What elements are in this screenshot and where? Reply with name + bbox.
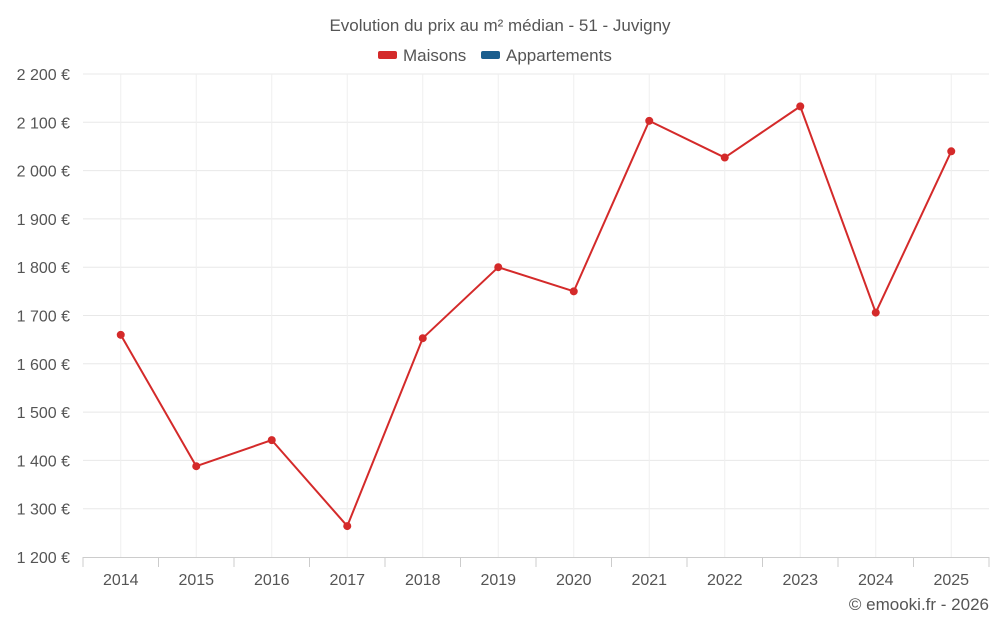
series-line-maisons	[119, 105, 953, 528]
x-tick-label: 2022	[707, 572, 743, 589]
legend-label-maisons: Maisons	[403, 46, 466, 65]
y-tick-label: 2 200 €	[17, 67, 70, 84]
y-tick-label: 1 700 €	[17, 309, 70, 326]
y-tick-label: 1 300 €	[17, 502, 70, 519]
x-tick-label: 2021	[631, 572, 667, 589]
y-tick-label: 1 900 €	[17, 212, 70, 229]
legend-swatch-appartements	[481, 51, 500, 59]
y-tick-label: 2 100 €	[17, 115, 70, 132]
data-point-maisons[interactable]	[418, 334, 427, 343]
x-tick-label: 2020	[556, 572, 592, 589]
legend-swatch-maisons	[378, 51, 397, 59]
y-tick-label: 1 400 €	[17, 453, 70, 470]
axes: 1 200 € 1 300 € 1 400 € 1 500 € 1 600 € 1 700…	[17, 67, 990, 589]
data-point-maisons[interactable]	[720, 153, 729, 162]
data-point-maisons[interactable]	[796, 102, 805, 111]
data-point-maisons[interactable]	[569, 287, 578, 296]
y-tick-label: 1 200 €	[17, 550, 70, 567]
y-tick-label: 1 600 €	[17, 357, 70, 374]
x-tick-label: 2018	[405, 572, 441, 589]
chart-title: Evolution du prix au m² médian - 51 - Ju…	[329, 16, 671, 35]
x-tick-label: 2016	[254, 572, 290, 589]
legend-item-maisons[interactable]: Maisons	[378, 46, 466, 65]
legend-label-appartements: Appartements	[506, 46, 612, 65]
data-point-maisons[interactable]	[192, 462, 201, 471]
grid	[83, 73, 989, 557]
x-tick-label: 2019	[480, 572, 516, 589]
data-point-maisons[interactable]	[343, 522, 352, 531]
data-point-maisons[interactable]	[871, 308, 880, 317]
x-tick-label: 2015	[178, 572, 214, 589]
y-tick-label: 1 800 €	[17, 260, 70, 277]
x-tick-label: 2023	[782, 572, 818, 589]
data-point-maisons[interactable]	[116, 330, 125, 339]
data-point-maisons[interactable]	[267, 436, 276, 445]
x-tick-label: 2024	[858, 572, 894, 589]
y-tick-label: 2 000 €	[17, 164, 70, 181]
data-point-maisons[interactable]	[645, 116, 654, 125]
legend-item-appartements[interactable]: Appartements	[481, 46, 612, 65]
series-layer	[116, 102, 956, 531]
x-tick-label: 2025	[933, 572, 969, 589]
data-point-maisons[interactable]	[947, 147, 956, 156]
data-point-maisons[interactable]	[494, 263, 503, 272]
y-tick-label: 1 500 €	[17, 405, 70, 422]
x-tick-label: 2014	[103, 572, 139, 589]
credit-text: © emooki.fr - 2026	[849, 595, 989, 614]
legend: Maisons Appartements	[378, 46, 612, 65]
x-tick-label: 2017	[329, 572, 365, 589]
